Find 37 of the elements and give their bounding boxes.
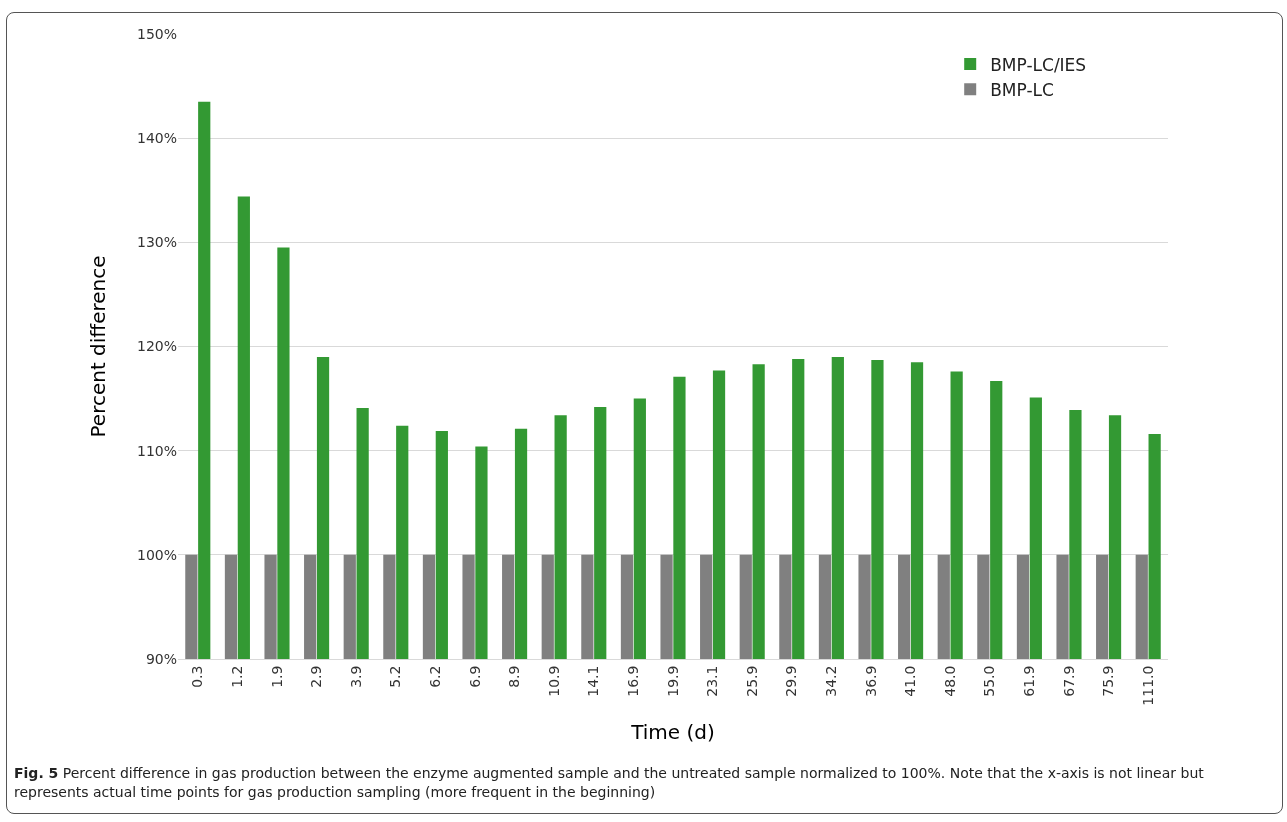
x-tick-label: 23.1 [704, 665, 721, 697]
x-tick-label: 5.2 [387, 665, 404, 688]
y-tick-label: 90% [145, 650, 177, 667]
x-tick-label: 8.9 [506, 665, 523, 688]
legend-label: BMP-LC [990, 79, 1054, 100]
x-tick-label: 10.9 [545, 665, 562, 697]
legend-label: BMP-LC/IES [990, 54, 1087, 75]
x-tick-label: 1.9 [268, 665, 285, 688]
y-tick-label: 120% [136, 338, 177, 355]
x-tick-label: 19.9 [664, 665, 681, 697]
y-tick-label: 140% [136, 130, 177, 147]
x-tick-label: 75.9 [1100, 665, 1117, 697]
text: Fig. 5 Percent difference in gas production between the enzyme augmented sample and the untreated sample normalized to 100%. Note that the x-axis is not linear but represents actual time points for gas production sampling (more frequent in the beginning) [14, 764, 1205, 802]
x-tick-label: 111.0 [1139, 665, 1156, 706]
x-tick-label: 16.9 [624, 665, 641, 697]
y-tick-label: 130% [136, 234, 177, 251]
x-tick-label: 14.1 [585, 665, 602, 697]
x-tick-label: 6.9 [466, 665, 483, 688]
x-tick-label: 3.9 [347, 665, 364, 688]
y-tick-label: 110% [136, 442, 177, 459]
y-tick-label: 100% [136, 546, 177, 563]
x-tick-label: 48.0 [941, 665, 958, 697]
x-tick-label: 41.0 [902, 665, 919, 697]
y-axis-title: Percent difference [86, 255, 111, 438]
x-tick-label: 2.9 [308, 665, 325, 688]
x-axis-title: Time (d) [630, 720, 715, 745]
x-tick-label: 36.9 [862, 665, 879, 697]
x-tick-label: 61.9 [1020, 665, 1037, 697]
x-tick-label: 0.3 [189, 665, 206, 688]
x-tick-label: 55.0 [981, 665, 998, 697]
x-tick-label: 29.9 [783, 665, 800, 697]
x-tick-label: 25.9 [743, 665, 760, 697]
x-tick-label: 6.2 [426, 665, 443, 688]
x-tick-label: 34.2 [822, 665, 839, 697]
y-tick-label: 150% [136, 25, 177, 42]
x-tick-label: 1.2 [228, 665, 245, 688]
x-tick-label: 67.9 [1060, 665, 1077, 697]
